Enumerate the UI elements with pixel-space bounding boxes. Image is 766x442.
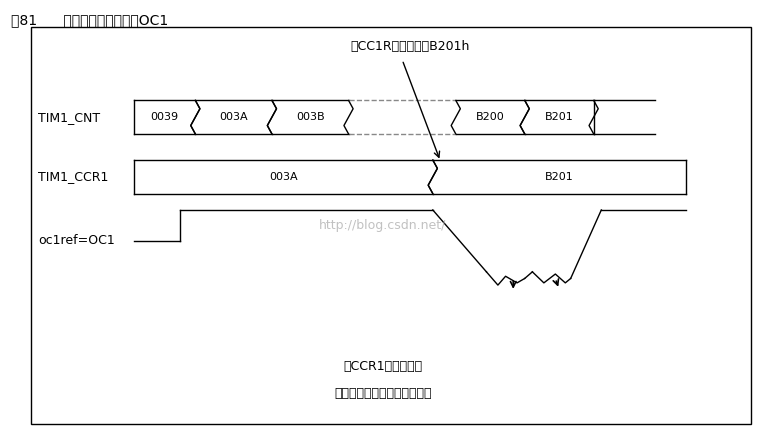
Text: oc1ref=OC1: oc1ref=OC1: [38, 234, 115, 248]
Text: B201: B201: [545, 112, 574, 122]
Text: 在CC1R寄存器写入B201h: 在CC1R寄存器写入B201h: [350, 40, 470, 53]
Text: 0039: 0039: [151, 112, 178, 122]
Text: 如果使能了中断，则产生中断: 如果使能了中断，则产生中断: [334, 387, 432, 400]
Text: 003A: 003A: [219, 112, 248, 122]
Bar: [31, 27, 751, 424]
Text: B201: B201: [545, 172, 574, 182]
Text: 图81      输出比较模式，翻转OC1: 图81 输出比较模式，翻转OC1: [11, 13, 169, 27]
Text: TIM1_CNT: TIM1_CNT: [38, 110, 100, 124]
Text: 003A: 003A: [269, 172, 298, 182]
Text: http://blog.csdn.net/: http://blog.csdn.net/: [319, 219, 447, 232]
Text: TIM1_CCR1: TIM1_CCR1: [38, 170, 109, 183]
Text: B200: B200: [476, 112, 505, 122]
Text: 003B: 003B: [296, 112, 325, 122]
Text: 在CCR1上比较匹配: 在CCR1上比较匹配: [343, 360, 423, 373]
